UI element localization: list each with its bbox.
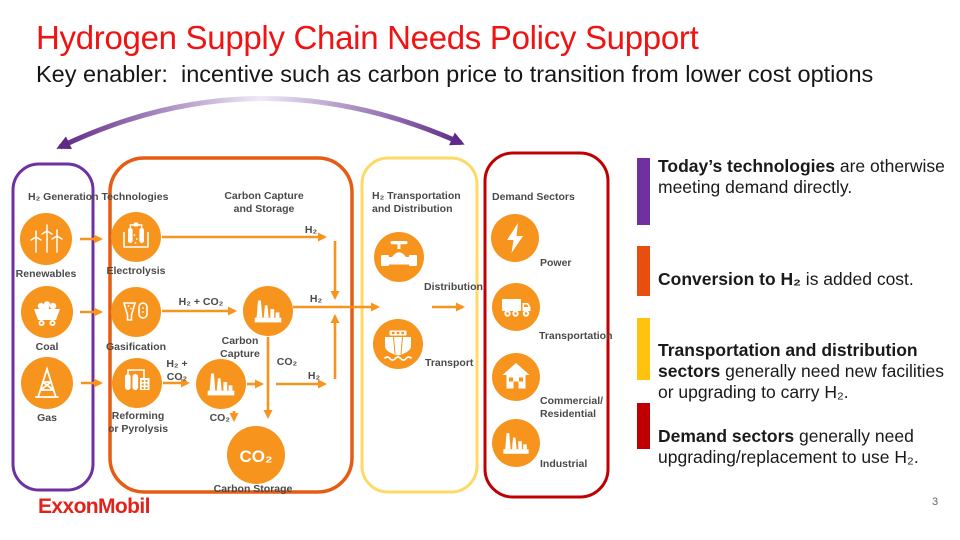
gasification-node: [111, 287, 161, 337]
distribution-node: [374, 232, 424, 282]
industrial-plant-icon: [503, 433, 529, 454]
key-point-rest: is added cost.: [800, 269, 914, 289]
commercial-node: [492, 353, 540, 401]
reforming-plant-icon: [207, 373, 235, 396]
key-point-text: Conversion to H₂ is added cost.: [658, 269, 953, 290]
power-label: Power: [540, 257, 572, 269]
coal-cart-icon: [34, 301, 60, 326]
gas-node: [21, 357, 73, 409]
valve-icon: [381, 241, 417, 266]
key-point-text: Today’s technologies are otherwise meeti…: [658, 156, 953, 198]
transportation-node: [492, 283, 540, 331]
commercial-label-line1: Commercial/: [540, 395, 603, 407]
key-point-bold: Conversion to H₂: [658, 269, 801, 289]
carbon-capture-label-line1: Carbon: [222, 335, 259, 347]
renewables-label: Renewables: [16, 268, 77, 280]
transportation-label: Transportation: [539, 330, 613, 342]
renewables-node: [20, 213, 72, 265]
reforming-node: [112, 358, 162, 408]
reforming-label-line2: or Pyrolysis: [108, 423, 168, 435]
power-node: [491, 214, 539, 262]
key-point-conversion: Conversion to H₂ is added cost.: [637, 246, 953, 296]
transport-node: [373, 319, 423, 369]
carbon-storage-node: [227, 426, 285, 484]
policy-incentive-arrow: [56, 96, 465, 150]
transportation-box-title-line2: and Distribution: [372, 203, 453, 215]
electrolysis-label: Electrolysis: [107, 265, 166, 277]
key-point-bar-orange: [637, 246, 650, 296]
electrolysis-node: [111, 212, 161, 262]
flow-label-co2-capture: CO₂: [277, 356, 298, 368]
flow-arrows: [80, 232, 465, 422]
flow-label-h2-reforming: H₂: [308, 370, 321, 382]
gasification-label: Gasification: [106, 341, 166, 353]
wind-turbine-icon: [30, 224, 63, 253]
flow-label-h2co2-gasification: H₂ + CO₂: [179, 296, 224, 308]
flow-label-h2-capture: H₂: [310, 293, 323, 305]
key-point-bar-darkred: [637, 403, 650, 449]
ship-icon: [383, 330, 413, 361]
flow-label-h2co2-reforming-line1: H₂ +: [166, 358, 187, 370]
flow-label-h2-electrolysis: H₂: [305, 224, 318, 236]
demand-box-title: Demand Sectors: [492, 191, 575, 203]
house-icon: [502, 363, 530, 389]
reforming-icon: [125, 369, 150, 390]
key-point-bar-purple: [637, 158, 650, 225]
slide-subtitle: Key enabler: incentive such as carbon pr…: [36, 61, 874, 87]
industrial-node: [492, 419, 540, 467]
gasification-icon: [122, 302, 148, 321]
reforming-plant-node: [196, 359, 246, 409]
transportation-box: [360, 156, 479, 494]
commercial-label-line2: Residential: [540, 408, 596, 420]
flow-label-h2co2-reforming-line2: CO₂: [167, 371, 188, 383]
key-point-bar-yellow: [637, 318, 650, 380]
key-point-bold: Demand sectors: [658, 426, 795, 446]
page-title: Hydrogen Supply Chain Needs Policy Suppo…: [36, 19, 699, 56]
key-point-bold: Transportation and distribution sectors: [658, 340, 918, 381]
key-point-rest: generally need upgrading/replacement to …: [658, 426, 919, 467]
distribution-label: Distribution: [424, 281, 483, 293]
key-points: Today’s technologies are otherwise meeti…: [637, 0, 953, 540]
key-point-bold: Today’s technologies: [658, 156, 835, 176]
gas-label: Gas: [37, 412, 57, 424]
key-point-rest: are otherwise meeting demand directly.: [658, 156, 945, 197]
truck-icon: [502, 299, 531, 317]
electrolysis-icon: [123, 222, 149, 248]
lightning-icon: [507, 223, 523, 253]
demand-box: [483, 151, 610, 499]
reforming-label-line1: Reforming: [112, 410, 165, 422]
key-point-todays-technologies: Today’s technologies are otherwise meeti…: [637, 156, 953, 225]
key-point-transportation: Transportation and distribution sectors …: [637, 318, 953, 403]
capture-plant-icon: [254, 300, 282, 323]
carbon-capture-label-line2: Capture: [220, 348, 260, 360]
ccs-box-title-line1: Carbon Capture: [224, 190, 304, 202]
key-point-text: Demand sectors generally need upgrading/…: [658, 426, 953, 468]
coal-node: [21, 286, 73, 338]
ccs-box-title-line2: and Storage: [234, 203, 295, 215]
key-point-text: Transportation and distribution sectors …: [658, 340, 953, 403]
industrial-label: Industrial: [540, 458, 587, 470]
carbon-storage-label: Carbon Storage: [214, 483, 293, 495]
generation-box-title: H₂ Generation Technologies: [28, 191, 169, 203]
exxonmobil-logo: ExxonMobil: [38, 495, 150, 518]
co2-circle-text: CO₂: [239, 447, 272, 466]
key-point-rest: generally need new facilities or upgradi…: [658, 361, 945, 402]
flow-label-co2-reforming: CO₂: [210, 412, 231, 424]
gas-derrick-icon: [35, 366, 59, 398]
page-number: 3: [932, 496, 939, 508]
ccs-box: [108, 156, 354, 494]
transport-label: Transport: [425, 357, 474, 369]
generation-box: [11, 162, 95, 492]
transportation-box-title-line1: H₂ Transportation: [372, 190, 461, 202]
carbon-capture-node: [243, 286, 293, 336]
coal-label: Coal: [36, 341, 59, 353]
key-point-demand: Demand sectors generally need upgrading/…: [637, 403, 953, 468]
